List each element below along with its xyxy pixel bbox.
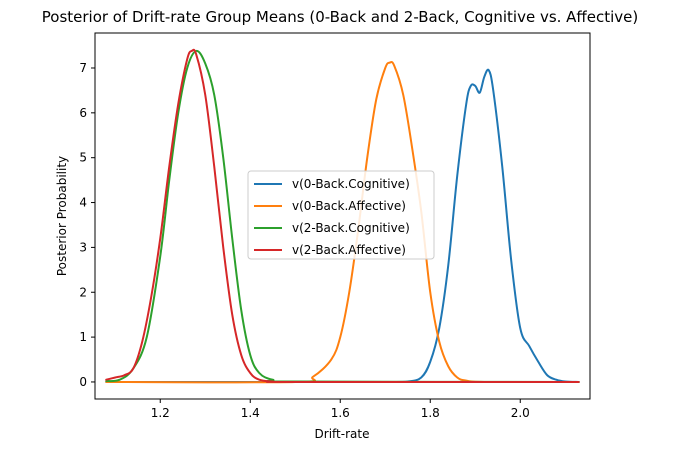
y-tick-label: 7 (79, 61, 87, 75)
legend-label-3: v(2-Back.Affective) (292, 243, 406, 257)
y-tick-label: 0 (79, 375, 87, 389)
y-tick-label: 2 (79, 285, 87, 299)
legend: v(0-Back.Cognitive) v(0-Back.Affective) v(… (247, 170, 435, 260)
x-tick-label: 2.0 (511, 406, 530, 420)
y-axis-label: Posterior Probability (55, 156, 69, 276)
y-tick-label: 1 (79, 330, 87, 344)
x-axis: 1.2 1.4 1.6 1.8 2.0 (151, 399, 530, 420)
plot-lines (105, 48, 580, 384)
series-line-3 (105, 48, 580, 383)
series-line-2 (105, 49, 580, 383)
y-tick-label: 3 (79, 240, 87, 254)
y-tick-label: 5 (79, 151, 87, 165)
legend-label-0: v(0-Back.Cognitive) (292, 177, 410, 191)
y-axis: 0 1 2 3 4 5 6 7 (79, 61, 95, 389)
x-axis-label: Drift-rate (315, 427, 370, 441)
legend-box (247, 170, 435, 260)
x-tick-label: 1.8 (421, 406, 440, 420)
y-tick-label: 6 (79, 106, 87, 120)
series-line-1 (105, 61, 580, 384)
x-tick-label: 1.2 (151, 406, 170, 420)
legend-label-2: v(2-Back.Cognitive) (292, 221, 410, 235)
legend-label-1: v(0-Back.Affective) (292, 199, 406, 213)
y-tick-label: 4 (79, 196, 87, 210)
plot-frame (94, 32, 591, 400)
x-tick-label: 1.6 (331, 406, 350, 420)
x-tick-label: 1.4 (241, 406, 260, 420)
chart-title: Posterior of Drift-rate Group Means (0-B… (42, 8, 639, 26)
